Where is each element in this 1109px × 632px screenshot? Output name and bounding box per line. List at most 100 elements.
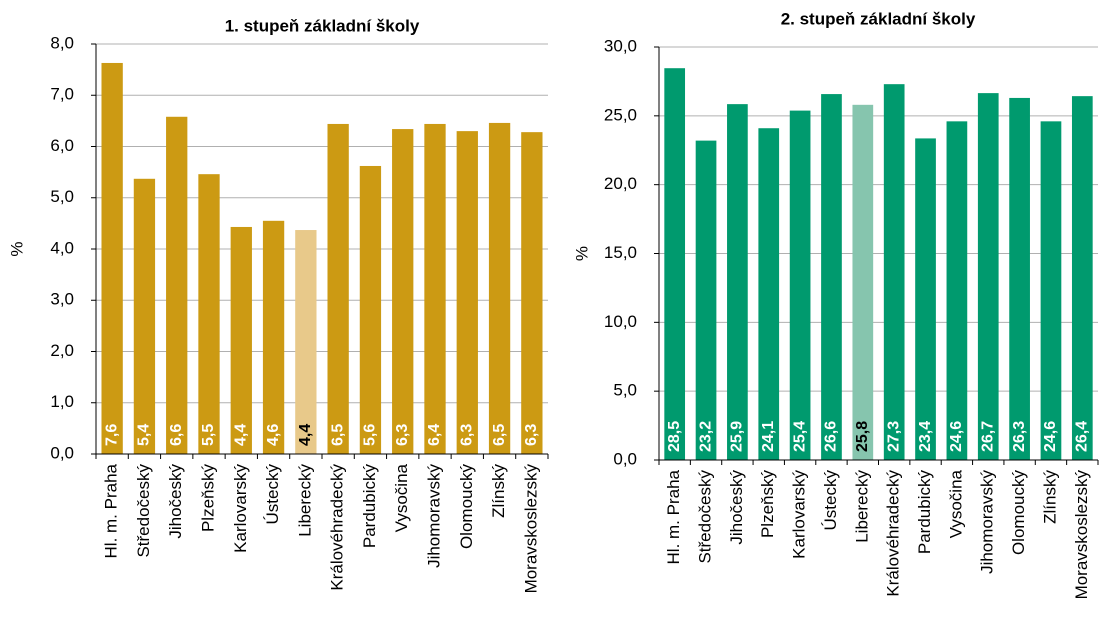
bar — [758, 128, 780, 460]
bar — [295, 230, 317, 454]
bar — [695, 140, 717, 460]
y-tick-label: 30,0 — [604, 36, 637, 55]
bar — [456, 131, 478, 454]
value-label: 4,4 — [233, 424, 250, 446]
y-tick-label: 3,0 — [50, 290, 74, 309]
x-tick-label: Karlovarský — [231, 464, 250, 553]
value-label: 27,3 — [885, 421, 902, 452]
value-label: 24,6 — [948, 421, 965, 452]
bar — [166, 116, 188, 455]
value-label: 23,2 — [697, 421, 714, 452]
value-label: 7,6 — [103, 424, 120, 446]
bar — [1009, 97, 1030, 460]
value-label: 25,8 — [854, 421, 871, 452]
value-label: 26,3 — [1011, 421, 1028, 452]
value-label: 4,4 — [297, 424, 314, 446]
value-label: 6,4 — [426, 424, 443, 446]
y-axis-label: % — [7, 241, 26, 256]
x-tick-label: Jihočeský — [166, 464, 185, 539]
x-tick-label: Pardubický — [360, 464, 379, 549]
x-tick-label: Plzeňský — [758, 470, 777, 539]
y-tick-label: 8,0 — [50, 33, 74, 52]
value-label: 6,6 — [168, 424, 185, 446]
value-label: 6,3 — [394, 424, 411, 446]
value-label: 6,5 — [329, 424, 346, 446]
bar — [789, 110, 811, 461]
value-label: 24,1 — [760, 421, 777, 452]
x-tick-label: Hl. m. Praha — [102, 463, 121, 558]
y-tick-label: 15,0 — [604, 243, 637, 262]
value-label: 5,4 — [136, 424, 153, 446]
y-tick-label: 5,0 — [50, 187, 74, 206]
x-tick-label: Středočeský — [696, 470, 715, 564]
x-tick-label: Hl. m. Praha — [664, 469, 683, 564]
y-tick-label: 0,0 — [613, 449, 637, 468]
y-tick-label: 7,0 — [50, 85, 74, 104]
x-tick-label: Ústecký — [263, 464, 282, 525]
value-label: 25,4 — [791, 421, 808, 452]
bar — [359, 165, 382, 454]
bar — [821, 94, 842, 460]
bar — [424, 123, 446, 454]
value-label: 6,3 — [459, 424, 476, 446]
value-label: 5,5 — [200, 424, 217, 446]
x-tick-label: Olomoucký — [1009, 470, 1028, 556]
bar — [883, 84, 905, 461]
bar — [327, 123, 349, 454]
y-tick-label: 5,0 — [613, 381, 637, 400]
value-label: 6,3 — [523, 424, 540, 446]
x-tick-label: Jihočeský — [727, 470, 746, 545]
x-tick-label: Ústecký — [821, 470, 840, 531]
chart-title: 1. stupeň základní školy — [225, 16, 420, 35]
x-tick-label: Liberecký — [295, 464, 314, 537]
x-tick-label: Pardubický — [915, 470, 934, 555]
bar — [852, 104, 874, 460]
value-label: 26,7 — [979, 421, 996, 452]
value-label: 23,4 — [917, 421, 934, 452]
y-tick-label: 0,0 — [50, 443, 74, 462]
x-tick-label: Středočeský — [134, 464, 153, 558]
value-label: 4,6 — [265, 424, 282, 446]
bar — [392, 129, 414, 454]
value-label: 6,5 — [491, 424, 508, 446]
y-tick-label: 25,0 — [604, 105, 637, 124]
y-tick-label: 2,0 — [50, 341, 74, 360]
bar — [1071, 96, 1093, 460]
chart-title: 2. stupeň základní školy — [781, 9, 976, 28]
bar — [664, 68, 686, 460]
x-tick-label: Plzeňský — [198, 464, 217, 533]
value-label: 28,5 — [666, 421, 683, 452]
bar — [1040, 121, 1062, 460]
value-label: 5,6 — [362, 424, 379, 446]
y-tick-label: 20,0 — [604, 174, 637, 193]
x-tick-label: Zlínský — [1040, 470, 1059, 524]
value-label: 26,6 — [823, 421, 840, 452]
x-tick-label: Jihomoravský — [424, 464, 443, 568]
y-tick-label: 6,0 — [50, 136, 74, 155]
x-tick-label: Vysočina — [392, 463, 411, 532]
value-label: 24,6 — [1042, 421, 1059, 452]
y-axis-label: % — [572, 246, 591, 261]
value-label: 26,4 — [1074, 421, 1091, 452]
value-label: 25,9 — [729, 421, 746, 452]
bar — [977, 93, 999, 460]
bar — [488, 122, 511, 455]
y-tick-label: 1,0 — [50, 392, 74, 411]
x-tick-label: Vysočina — [946, 469, 965, 538]
bar — [262, 220, 285, 454]
bar — [101, 62, 123, 455]
bar — [915, 138, 936, 461]
bar — [521, 132, 543, 454]
x-tick-label: Karlovarský — [790, 470, 809, 559]
bar — [198, 174, 220, 455]
x-tick-label: Zlínský — [489, 464, 508, 518]
x-tick-label: Jihomoravský — [978, 470, 997, 574]
bar — [946, 121, 968, 460]
x-tick-label: Liberecký — [852, 470, 871, 543]
x-tick-label: Královéhradecký — [884, 470, 903, 597]
y-tick-label: 10,0 — [604, 312, 637, 331]
bar — [230, 226, 252, 454]
bar — [133, 178, 156, 454]
y-tick-label: 4,0 — [50, 238, 74, 257]
